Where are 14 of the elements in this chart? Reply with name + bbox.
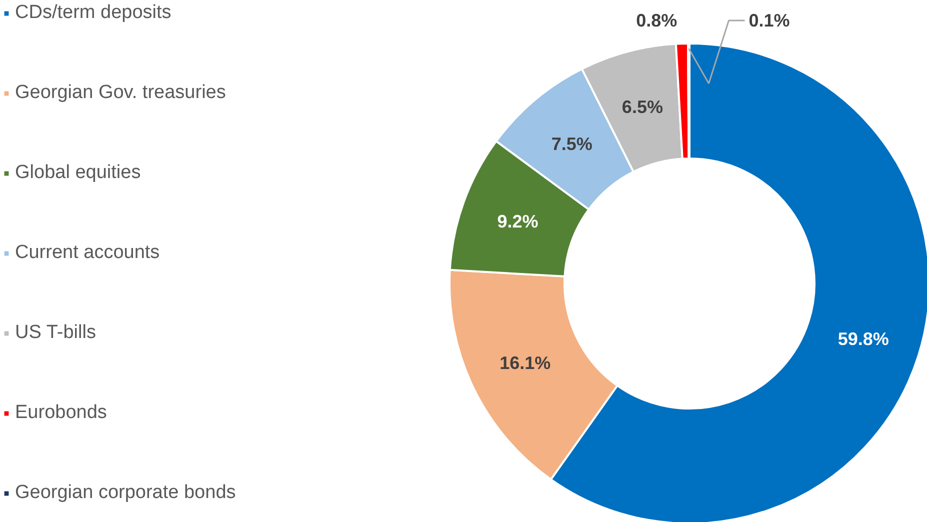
data-label: 0.1% xyxy=(748,10,790,30)
legend-label: Current accounts xyxy=(15,242,160,264)
legend-label: Eurobonds xyxy=(15,402,107,424)
legend-label: Georgian Gov. treasuries xyxy=(15,82,226,104)
data-label: 0.8% xyxy=(636,10,678,30)
data-label: 59.8% xyxy=(838,328,889,349)
data-label: 16.1% xyxy=(500,352,551,373)
data-label: 7.5% xyxy=(551,134,592,154)
data-label: 6.5% xyxy=(622,97,663,118)
legend-label: Georgian corporate bonds xyxy=(15,482,236,504)
legend-label: Global equities xyxy=(15,162,141,184)
legend-label: US T-bills xyxy=(15,322,96,344)
legend-label: CDs/term deposits xyxy=(15,2,172,24)
data-label: 9.2% xyxy=(497,212,538,232)
